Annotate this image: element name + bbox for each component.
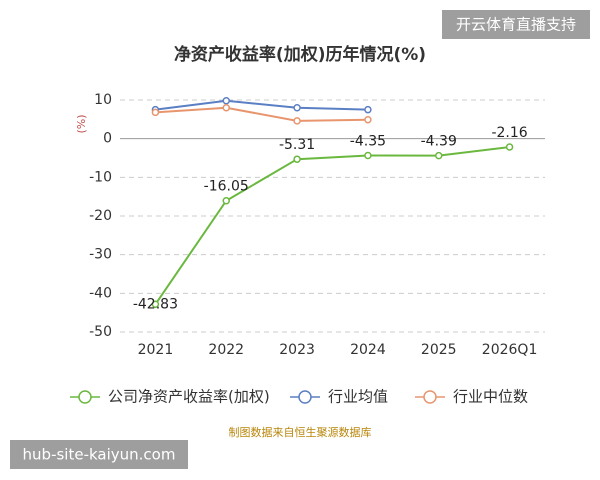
legend-marker	[298, 390, 312, 404]
x-tick-label: 2026Q1	[482, 342, 538, 358]
legend-label: 行业均值	[328, 388, 388, 406]
point	[222, 97, 230, 105]
point	[293, 103, 301, 112]
point	[222, 196, 230, 205]
y-tick-label: -10	[89, 169, 112, 185]
watermark: 开云体育直播支持	[456, 16, 576, 34]
data-label: -4.35	[350, 133, 386, 149]
y-axis-label: (%)	[75, 114, 88, 133]
point	[293, 117, 301, 125]
data-label: -4.39	[421, 134, 457, 150]
x-tick-label: 2022	[208, 342, 244, 358]
x-tick-label: 2025	[421, 342, 457, 358]
legend-label: 行业中位数	[453, 388, 528, 406]
y-tick-label: -30	[89, 247, 112, 263]
series-line	[154, 146, 510, 305]
legend-label: 公司净资产收益率(加权)	[108, 388, 270, 406]
data-label: -5.31	[279, 137, 315, 153]
x-tick-label: 2024	[350, 342, 386, 358]
legend-marker	[423, 390, 437, 404]
x-tick-label: 2023	[279, 342, 315, 358]
source-note: 制图数据来自恒生聚源数据库	[229, 425, 372, 439]
series-line	[155, 106, 368, 122]
watermark: hub-site-kaiyun.com	[23, 446, 176, 464]
point	[364, 115, 372, 124]
point	[505, 143, 514, 151]
point	[364, 105, 372, 114]
point	[151, 108, 160, 117]
point	[222, 103, 230, 112]
watermark-box	[442, 10, 590, 39]
chart-title: 净资产收益率(加权)历年情况(%)	[174, 44, 426, 65]
data-label: -2.16	[491, 125, 527, 141]
data-label: -16.05	[204, 179, 249, 195]
legend-marker	[78, 390, 92, 404]
point	[293, 155, 301, 163]
series-line	[155, 99, 368, 111]
y-tick-label: -50	[89, 324, 112, 340]
data-label: -42.83	[133, 296, 178, 312]
y-tick-label: 0	[103, 131, 112, 147]
y-tick-label: -20	[89, 208, 112, 224]
point	[151, 300, 160, 309]
y-tick-label: 10	[94, 92, 112, 108]
point	[435, 151, 443, 160]
y-tick-label: -40	[89, 285, 112, 301]
x-tick-label: 2021	[138, 342, 174, 358]
watermark-box	[10, 440, 188, 469]
point	[364, 151, 372, 160]
